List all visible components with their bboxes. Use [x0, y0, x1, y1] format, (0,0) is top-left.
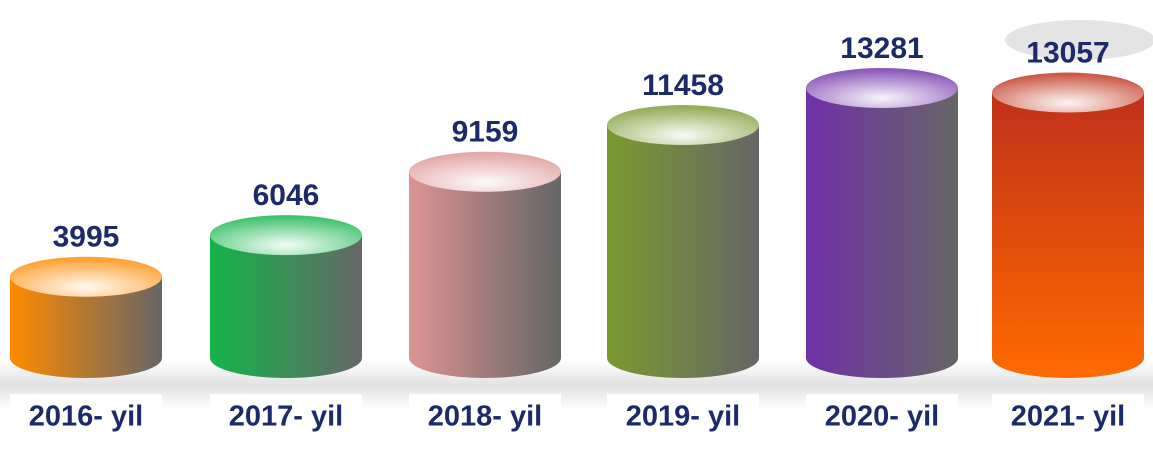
- category-label: 2017- yil: [229, 401, 343, 433]
- category-label: 2019- yil: [626, 401, 740, 433]
- cylinder-body: [409, 171, 561, 378]
- value-label: 6046: [253, 179, 320, 212]
- cylinder-body: [210, 235, 362, 378]
- cylinder-top-shine: [992, 72, 1144, 113]
- category-label: 2021- yil: [1011, 401, 1125, 433]
- category-box: [806, 394, 958, 440]
- cylinder-body: [607, 125, 759, 378]
- category-box: [210, 394, 362, 440]
- value-label: 9159: [452, 116, 519, 149]
- cylinder-top-shine: [10, 256, 162, 297]
- cylinder-body: [10, 276, 162, 378]
- cylinder-top-shine: [409, 151, 561, 192]
- shadow-decoration: [1005, 20, 1153, 60]
- value-label: 3995: [53, 221, 120, 254]
- category-label: 2016- yil: [29, 401, 143, 433]
- cylinder-top-shine: [806, 68, 958, 108]
- base-strip: [0, 360, 1153, 410]
- value-label: 13057: [1026, 36, 1109, 69]
- category-label: 2018- yil: [428, 401, 542, 433]
- category-box: [10, 394, 162, 440]
- value-label: 13281: [840, 32, 923, 65]
- category-box: [607, 394, 759, 440]
- cylinder-body: [806, 88, 958, 378]
- cylinder-top-shine: [607, 105, 759, 146]
- cylinder-body: [992, 92, 1144, 379]
- category-box: [992, 394, 1144, 440]
- cylinder-top-shine: [210, 215, 362, 256]
- category-label: 2020- yil: [825, 401, 939, 433]
- category-box: [409, 394, 561, 440]
- value-label: 11458: [642, 69, 724, 102]
